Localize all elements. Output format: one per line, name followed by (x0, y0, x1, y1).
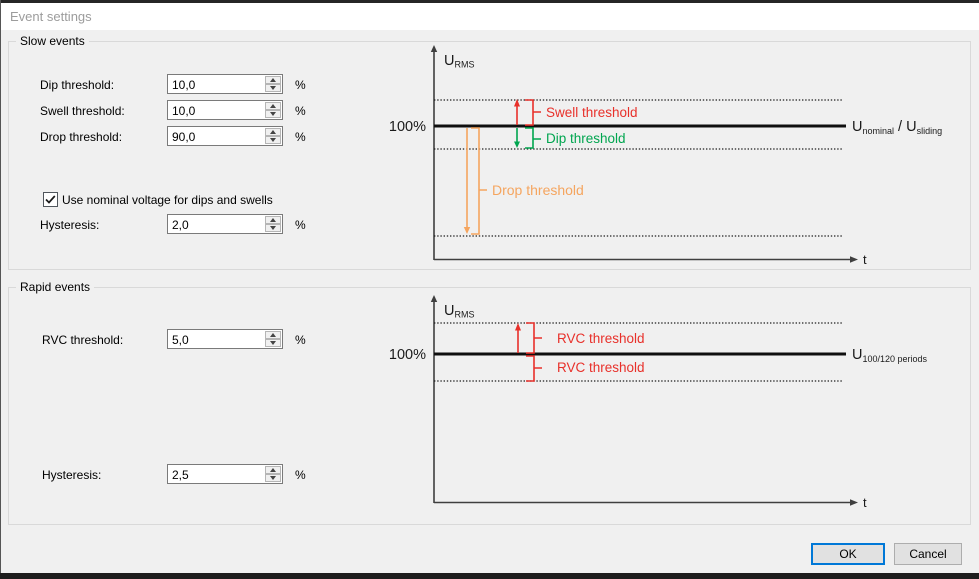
urms-label: URMS (444, 303, 474, 320)
title-bar[interactable]: Event settings (1, 3, 979, 30)
spinner-up-button[interactable] (265, 466, 281, 474)
swell-arrow-head-icon (514, 99, 520, 107)
rapid-hysteresis-label: Hysteresis: (42, 468, 102, 482)
unominal-usliding-label: Unominal / Usliding (852, 119, 942, 136)
drop-threshold-spinner (265, 128, 281, 144)
spinner-up-icon (270, 218, 276, 222)
rapid-events-diagram: t URMS 100% U100/120 periods RVC thresho… (389, 295, 928, 509)
rvc-threshold-label: RVC threshold: (42, 333, 124, 347)
spinner-up-icon (270, 333, 276, 337)
slow-hysteresis-value: 2,0 (172, 218, 189, 232)
group-slow-events: Slow events (8, 34, 971, 270)
drop-threshold-input[interactable]: 90,0 (167, 126, 283, 146)
spinner-up-button[interactable] (265, 128, 281, 136)
rvc-threshold-value: 5,0 (172, 333, 189, 347)
dip-bracket (525, 127, 541, 149)
spinner-down-icon (270, 138, 276, 142)
swell-threshold-diagram-label: Swell threshold (546, 105, 638, 120)
rapid-hysteresis-input[interactable]: 2,5 (167, 464, 283, 484)
spinner-up-button[interactable] (265, 76, 281, 84)
slow-hysteresis-input[interactable]: 2,0 (167, 214, 283, 234)
spinner-up-button[interactable] (265, 102, 281, 110)
spinner-up-button[interactable] (265, 331, 281, 339)
spinner-down-button[interactable] (265, 110, 281, 118)
x-axis-arrow-icon (850, 256, 858, 263)
rapid-hysteresis-unit: % (295, 468, 306, 482)
drop-arrow-head-icon (463, 227, 471, 234)
dip-threshold-label: Dip threshold: (40, 78, 115, 92)
spinner-down-icon (270, 86, 276, 90)
rvc-upper-diagram-label: RVC threshold (557, 331, 645, 346)
rvc-threshold-input[interactable]: 5,0 (167, 329, 283, 349)
x-axis-arrow-icon (850, 499, 858, 506)
background-window-strip-bottom (0, 573, 979, 579)
swell-threshold-value: 10,0 (172, 104, 196, 118)
rapid-hysteresis-value: 2,5 (172, 468, 189, 482)
slow-hysteresis-unit: % (295, 218, 306, 232)
t-axis-label: t (863, 495, 867, 509)
rvc-threshold-spinner (265, 331, 281, 347)
use-nominal-voltage-checkbox[interactable] (43, 192, 58, 207)
slow-hysteresis-label: Hysteresis: (40, 218, 100, 232)
cancel-button[interactable]: Cancel (894, 543, 962, 565)
rvc-threshold-unit: % (295, 333, 306, 347)
t-axis-label: t (863, 252, 867, 266)
drop-threshold-diagram-label: Drop threshold (492, 182, 584, 198)
rvc-lower-bracket (526, 355, 542, 382)
baseline-100-label: 100% (389, 347, 426, 363)
drop-threshold-label: Drop threshold: (40, 130, 123, 144)
drop-bracket (471, 127, 487, 235)
spinner-up-icon (270, 104, 276, 108)
spinner-up-icon (270, 78, 276, 82)
spinner-down-icon (270, 476, 276, 480)
spinner-down-icon (270, 341, 276, 345)
spinner-down-button[interactable] (265, 474, 281, 482)
swell-threshold-label: Swell threshold: (40, 104, 125, 118)
dip-threshold-unit: % (295, 78, 306, 92)
swell-threshold-unit: % (295, 104, 306, 118)
spinner-down-button[interactable] (265, 339, 281, 347)
window-left-edge (0, 0, 1, 579)
rvc-lower-diagram-label: RVC threshold (557, 360, 645, 375)
dip-threshold-diagram-label: Dip threshold (546, 131, 626, 146)
drop-threshold-value: 90,0 (172, 130, 196, 144)
dip-threshold-input[interactable]: 10,0 (167, 74, 283, 94)
rvc-upper-arrow-head-icon (515, 323, 521, 331)
swell-threshold-spinner (265, 102, 281, 118)
group-rapid-events-title: Rapid events (16, 280, 95, 294)
dip-threshold-spinner (265, 76, 281, 92)
rapid-hysteresis-spinner (265, 466, 281, 482)
baseline-100-label: 100% (389, 119, 426, 135)
window-title: Event settings (10, 9, 92, 24)
spinner-up-button[interactable] (265, 216, 281, 224)
slow-events-diagram: t URMS 100% Unominal / Usliding Swell th… (389, 45, 942, 266)
background-window-strip-top (0, 0, 979, 3)
drop-threshold-unit: % (295, 130, 306, 144)
dip-threshold-value: 10,0 (172, 78, 196, 92)
checkmark-icon (45, 195, 56, 204)
spinner-down-button[interactable] (265, 84, 281, 92)
u100-120-periods-label: U100/120 periods (852, 347, 928, 364)
swell-threshold-input[interactable]: 10,0 (167, 100, 283, 120)
y-axis-arrow-icon (430, 295, 438, 302)
use-nominal-voltage-label[interactable]: Use nominal voltage for dips and swells (62, 193, 273, 207)
y-axis-arrow-icon (430, 45, 438, 52)
spinner-up-icon (270, 130, 276, 134)
spinner-down-button[interactable] (265, 136, 281, 144)
dip-arrow-head-icon (514, 141, 520, 148)
spinner-down-icon (270, 112, 276, 116)
ok-button[interactable]: OK (811, 543, 885, 565)
slow-hysteresis-spinner (265, 216, 281, 232)
urms-label: URMS (444, 53, 474, 70)
spinner-up-icon (270, 468, 276, 472)
spinner-down-button[interactable] (265, 224, 281, 232)
group-rapid-events: Rapid events (8, 280, 971, 525)
swell-bracket (525, 99, 541, 126)
group-slow-events-title: Slow events (16, 34, 89, 48)
spinner-down-icon (270, 226, 276, 230)
rvc-upper-bracket (526, 322, 542, 354)
